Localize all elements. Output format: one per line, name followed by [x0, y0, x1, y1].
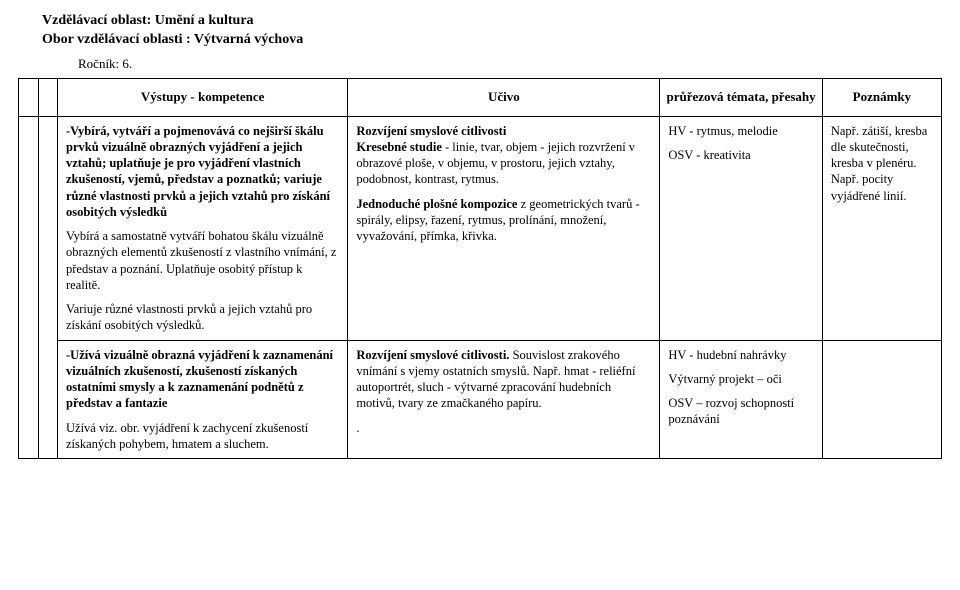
- outcome-detail-2: Variuje různé vlastnosti prvků a jejich …: [66, 301, 339, 334]
- cross2-p2: Výtvarný projekt – oči: [668, 371, 814, 387]
- cell-outcomes-1: -Vybírá, vytváří a pojmenovává co nejšir…: [58, 116, 348, 340]
- stub-cell-2: [38, 116, 58, 459]
- table-row: -Užívá vizuálně obrazná vyjádření k zazn…: [19, 340, 942, 459]
- stub-cell-1: [19, 116, 39, 459]
- content-bold-2: Kresebné studie: [356, 140, 442, 154]
- col-header-crosscutting: průřezová témata, přesahy: [660, 78, 823, 116]
- col-header-notes: Poznámky: [822, 78, 941, 116]
- content2-p1: Rozvíjení smyslové citlivosti. Souvislos…: [356, 347, 651, 412]
- curriculum-table: Výstupy - kompetence Učivo průřezová tém…: [18, 78, 942, 459]
- doc-header: Vzdělávací oblast: Umění a kultura Obor …: [42, 12, 942, 50]
- notes-p1: Např. zátiší, kresba dle skutečnosti, kr…: [831, 123, 933, 204]
- cross2-p1: HV - hudební nahrávky: [668, 347, 814, 363]
- stub-header-2: [38, 78, 58, 116]
- header-line-2: Obor vzdělávací oblasti : Výtvarná výcho…: [42, 32, 303, 47]
- outcome-bold-lead: -Vybírá, vytváří a pojmenovává co nejšir…: [66, 123, 339, 221]
- cell-notes-1: Např. zátiší, kresba dle skutečnosti, kr…: [822, 116, 941, 340]
- stub-header-1: [19, 78, 39, 116]
- content-bold-1: Rozvíjení smyslové citlivosti: [356, 124, 506, 138]
- content-p2: Jednoduché plošné kompozice z geometrick…: [356, 196, 651, 245]
- table-header-row: Výstupy - kompetence Učivo průřezová tém…: [19, 78, 942, 116]
- outcome-detail-1: Vybírá a samostatně vytváří bohatou škál…: [66, 228, 339, 293]
- col-header-content: Učivo: [348, 78, 660, 116]
- cross-p1: HV - rytmus, melodie: [668, 123, 814, 139]
- cell-cross-2: HV - hudební nahrávky Výtvarný projekt –…: [660, 340, 823, 459]
- cell-content-1: Rozvíjení smyslové citlivosti Kresebné s…: [348, 116, 660, 340]
- cross2-p3: OSV – rozvoj schopností poznávání: [668, 395, 814, 428]
- outcome2-bold: -Užívá vizuálně obrazná vyjádření k zazn…: [66, 347, 339, 412]
- col-header-outcomes: Výstupy - kompetence: [58, 78, 348, 116]
- cross-p2: OSV - kreativita: [668, 147, 814, 163]
- header-line-1: Vzdělávací oblast: Umění a kultura: [42, 13, 254, 28]
- outcome2-detail: Užívá viz. obr. vyjádření k zachycení zk…: [66, 420, 339, 453]
- cell-cross-1: HV - rytmus, melodie OSV - kreativita: [660, 116, 823, 340]
- content2-bold: Rozvíjení smyslové citlivosti.: [356, 348, 509, 362]
- table-row: -Vybírá, vytváří a pojmenovává co nejšir…: [19, 116, 942, 340]
- cell-notes-2: [822, 340, 941, 459]
- content-p1: Rozvíjení smyslové citlivosti Kresebné s…: [356, 123, 651, 188]
- grade-line: Ročník: 6.: [78, 56, 942, 72]
- content-bold-3: Jednoduché plošné kompozice: [356, 197, 517, 211]
- cell-content-2: Rozvíjení smyslové citlivosti. Souvislos…: [348, 340, 660, 459]
- content2-dot: .: [356, 420, 651, 436]
- cell-outcomes-2: -Užívá vizuálně obrazná vyjádření k zazn…: [58, 340, 348, 459]
